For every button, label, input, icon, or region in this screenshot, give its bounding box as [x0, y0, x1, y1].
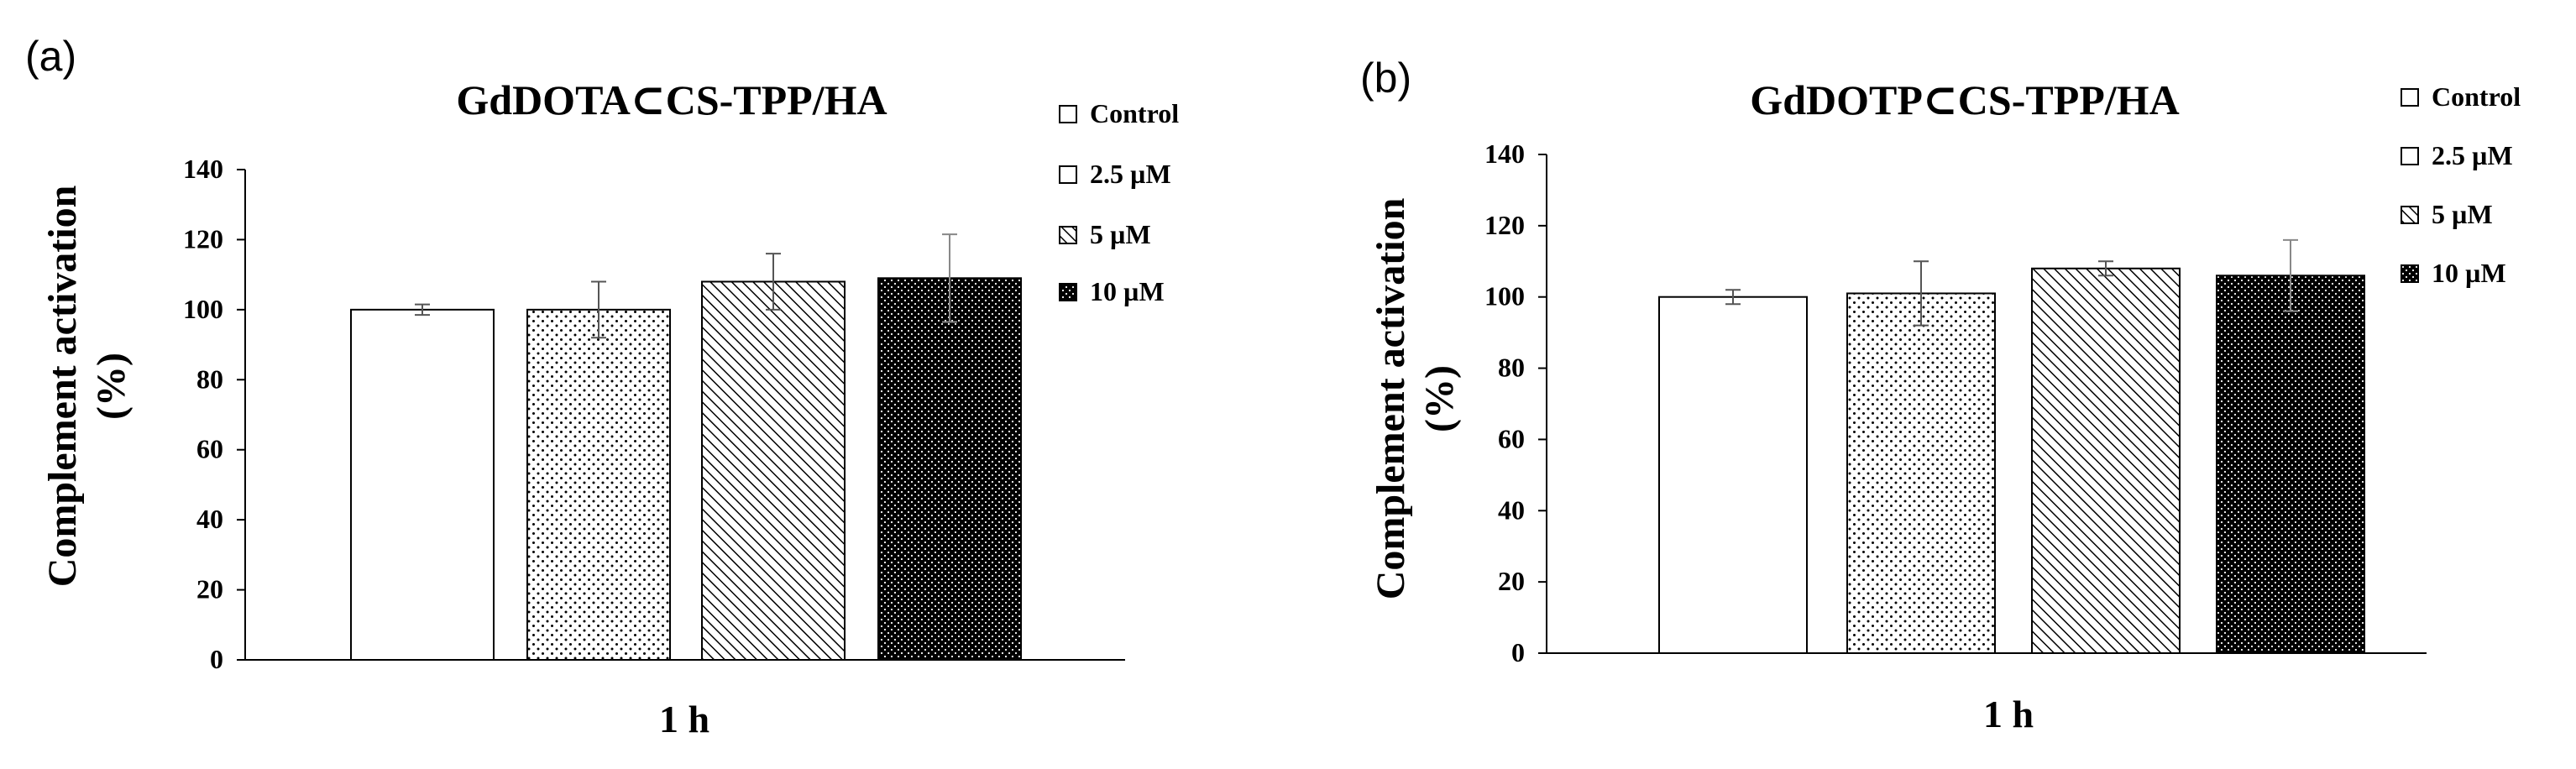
y-ticks-a: 0 20 40 60 80 100 120 140	[183, 154, 245, 674]
legend-b: Control 2.5 µM 5 µM 10 µM	[2401, 81, 2521, 288]
legend-swatch	[1059, 226, 1077, 244]
bar-2-5-m	[526, 308, 671, 661]
y-tick-label: 60	[196, 434, 223, 464]
panel-label-a: (a)	[25, 33, 76, 80]
y-tick-label: 100	[183, 294, 223, 324]
panel-a: (a) GdDOTA⊂CS-TPP/HA Complement activati…	[25, 33, 1179, 740]
legend-swatch	[2401, 88, 2419, 107]
y-axis-label-b-line1: Complement activation	[1369, 198, 1413, 600]
y-tick-label: 0	[1511, 637, 1525, 667]
y-tick-label: 80	[196, 364, 223, 394]
y-tick-label: 140	[183, 154, 223, 184]
chart-title-a: GdDOTA⊂CS-TPP/HA	[456, 76, 887, 123]
legend-label: 5 µM	[2432, 199, 2493, 229]
y-axis-label-a-line1: Complement activation	[40, 186, 85, 588]
bar-10-m	[877, 277, 1022, 661]
y-tick-label: 140	[1484, 139, 1525, 169]
bar-5-m	[701, 280, 846, 661]
y-ticks-b: 0 20 40 60 80 100 120 140	[1484, 139, 1547, 667]
legend-a: Control 2.5 µM 5 µM 10 µM	[1059, 98, 1179, 306]
bar-control	[350, 308, 495, 661]
legend-label: 2.5 µM	[2432, 140, 2513, 170]
chart-title-b: GdDOTP⊂CS-TPP/HA	[1750, 76, 2179, 123]
bar-2-5-m	[1846, 292, 1996, 654]
legend-swatch	[1059, 283, 1077, 301]
bar-10-m	[2216, 275, 2365, 654]
y-tick-label: 0	[210, 644, 223, 674]
x-axis-label-b: 1 h	[1983, 693, 2034, 735]
legend-label: 10 µM	[1090, 276, 1165, 306]
legend-swatch	[1059, 105, 1077, 123]
legend-label: 5 µM	[1090, 219, 1151, 249]
legend-swatch	[2401, 147, 2419, 165]
panel-b: (b) GdDOTP⊂CS-TPP/HA Complement activati…	[1360, 55, 2521, 735]
legend-label: 2.5 µM	[1090, 159, 1171, 189]
y-axis-label-b-line2: (%)	[1417, 365, 1462, 432]
y-tick-label: 40	[1498, 494, 1525, 525]
y-tick-label: 20	[1498, 566, 1525, 596]
y-tick-label: 60	[1498, 423, 1525, 453]
legend-label: 10 µM	[2432, 258, 2506, 288]
y-tick-label: 120	[183, 223, 223, 254]
bars-a	[350, 233, 1022, 661]
legend-swatch	[2401, 264, 2419, 283]
y-tick-label: 120	[1484, 210, 1525, 240]
x-axis-label-a: 1 h	[659, 698, 709, 740]
panel-label-b: (b)	[1360, 55, 1411, 102]
y-tick-label: 20	[196, 574, 223, 604]
y-axis-label-a-line2: (%)	[89, 353, 134, 420]
y-tick-label: 100	[1484, 281, 1525, 311]
bars-b	[1658, 238, 2365, 654]
bar-5-m	[2031, 267, 2181, 654]
legend-swatch	[2401, 206, 2419, 224]
bar-control	[1658, 296, 1808, 654]
y-tick-label: 80	[1498, 353, 1525, 383]
y-tick-label: 40	[196, 504, 223, 534]
legend-label: Control	[1090, 98, 1179, 128]
legend-label: Control	[2432, 81, 2521, 112]
legend-swatch	[1059, 165, 1077, 184]
